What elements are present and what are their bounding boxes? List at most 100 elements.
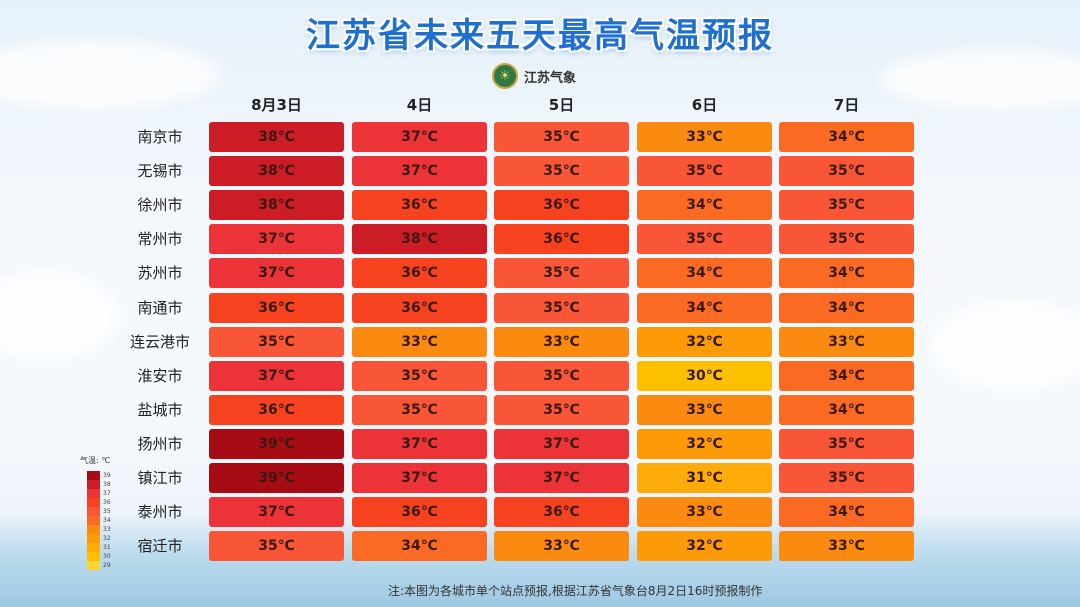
temperature-cell: 35℃: [637, 224, 772, 254]
city-label: 徐州市: [137, 196, 183, 214]
temperature-cell: 37℃: [494, 429, 629, 459]
temperature-cell: 37℃: [209, 497, 344, 527]
temperature-cell: 33℃: [779, 531, 914, 561]
legend-swatch: [87, 525, 100, 534]
temperature-cell: 39℃: [209, 429, 344, 459]
background-cloud: [0, 270, 120, 360]
temperature-cell: 35℃: [494, 156, 629, 186]
city-label: 南通市: [137, 299, 183, 317]
legend-label: 33: [103, 526, 111, 533]
temperature-cell: 36℃: [209, 293, 344, 323]
temperature-cell: 37℃: [209, 224, 344, 254]
legend-label: 31: [103, 544, 111, 551]
temperature-cell: 31℃: [637, 463, 772, 493]
temperature-cell: 35℃: [494, 395, 629, 425]
temperature-cell: 37℃: [352, 429, 487, 459]
temperature-cell: 33℃: [352, 327, 487, 357]
temperature-cell: 33℃: [779, 327, 914, 357]
weather-service-logo-icon: ☀: [492, 63, 518, 89]
temperature-cell: 37℃: [352, 156, 487, 186]
background-cloud: [930, 300, 1080, 390]
temperature-cell: 34℃: [779, 395, 914, 425]
temperature-cell: 36℃: [209, 395, 344, 425]
legend-label: 34: [103, 517, 111, 524]
city-label: 常州市: [137, 230, 183, 248]
legend-label: 30: [103, 553, 111, 560]
temperature-cell: 37℃: [209, 361, 344, 391]
legend-label: 37: [103, 490, 111, 497]
temperature-cell: 34℃: [779, 122, 914, 152]
background-cloud: [880, 50, 1080, 110]
temperature-cell: 37℃: [352, 463, 487, 493]
legend-title: 气温: ℃: [80, 456, 111, 465]
temperature-cell: 38℃: [209, 190, 344, 220]
temperature-cell: 36℃: [494, 224, 629, 254]
legend-swatch: [87, 543, 100, 552]
legend-label: 32: [103, 535, 111, 542]
temperature-cell: 35℃: [779, 429, 914, 459]
city-label: 宿迁市: [137, 537, 183, 555]
temperature-cell: 39℃: [209, 463, 344, 493]
temperature-cell: 37℃: [494, 463, 629, 493]
temperature-cell: 33℃: [637, 122, 772, 152]
column-header: 6日: [691, 96, 718, 114]
city-label: 淮安市: [137, 367, 183, 385]
footnote: 注:本图为各城市单个站点预报,根据江苏省气象台8月2日16时预报制作: [388, 584, 763, 598]
city-label: 苏州市: [137, 264, 183, 282]
legend-label: 39: [103, 472, 111, 479]
temperature-cell: 36℃: [352, 190, 487, 220]
temperature-cell: 35℃: [352, 361, 487, 391]
background-cloud: [0, 40, 220, 110]
legend-swatch: [87, 480, 100, 489]
column-header: 8月3日: [251, 96, 302, 114]
legend-swatch: [87, 471, 100, 480]
temperature-cell: 34℃: [779, 361, 914, 391]
temperature-cell: 35℃: [779, 463, 914, 493]
temperature-cell: 36℃: [352, 293, 487, 323]
city-label: 连云港市: [129, 333, 190, 351]
temperature-cell: 35℃: [352, 395, 487, 425]
temperature-cell: 33℃: [637, 395, 772, 425]
column-header: 7日: [833, 96, 860, 114]
legend-swatch: [87, 507, 100, 516]
temperature-cell: 34℃: [637, 190, 772, 220]
temperature-cell: 35℃: [494, 361, 629, 391]
temperature-cell: 38℃: [209, 122, 344, 152]
legend-swatch: [87, 516, 100, 525]
temperature-cell: 35℃: [494, 258, 629, 288]
legend-label: 36: [103, 499, 111, 506]
temperature-cell: 32℃: [637, 429, 772, 459]
logo: ☀ 江苏气象: [492, 62, 576, 90]
temperature-cell: 33℃: [637, 497, 772, 527]
temperature-cell: 34℃: [637, 293, 772, 323]
logo-text: 江苏气象: [524, 70, 577, 86]
temperature-cell: 35℃: [779, 156, 914, 186]
temperature-cell: 36℃: [352, 258, 487, 288]
temperature-cell: 38℃: [352, 224, 487, 254]
temperature-cell: 36℃: [494, 190, 629, 220]
temperature-cell: 34℃: [779, 497, 914, 527]
temperature-cell: 35℃: [637, 156, 772, 186]
legend-label: 38: [103, 481, 111, 488]
temperature-cell: 30℃: [637, 361, 772, 391]
temperature-cell: 35℃: [779, 190, 914, 220]
city-label: 扬州市: [137, 435, 183, 453]
column-header: 5日: [548, 96, 575, 114]
city-label: 镇江市: [137, 469, 183, 487]
temperature-cell: 37℃: [352, 122, 487, 152]
temperature-cell: 32℃: [637, 531, 772, 561]
city-label: 泰州市: [137, 503, 183, 521]
legend-swatch: [87, 498, 100, 507]
city-label: 无锡市: [137, 162, 183, 180]
temperature-cell: 35℃: [209, 531, 344, 561]
temperature-cell: 35℃: [209, 327, 344, 357]
legend-swatch: [87, 561, 100, 570]
temperature-cell: 34℃: [352, 531, 487, 561]
column-header: 4日: [406, 96, 433, 114]
temperature-cell: 35℃: [494, 293, 629, 323]
temperature-cell: 33℃: [494, 327, 629, 357]
legend-swatch: [87, 534, 100, 543]
legend-label: 35: [103, 508, 111, 515]
temperature-cell: 37℃: [209, 258, 344, 288]
legend-swatch: [87, 552, 100, 561]
